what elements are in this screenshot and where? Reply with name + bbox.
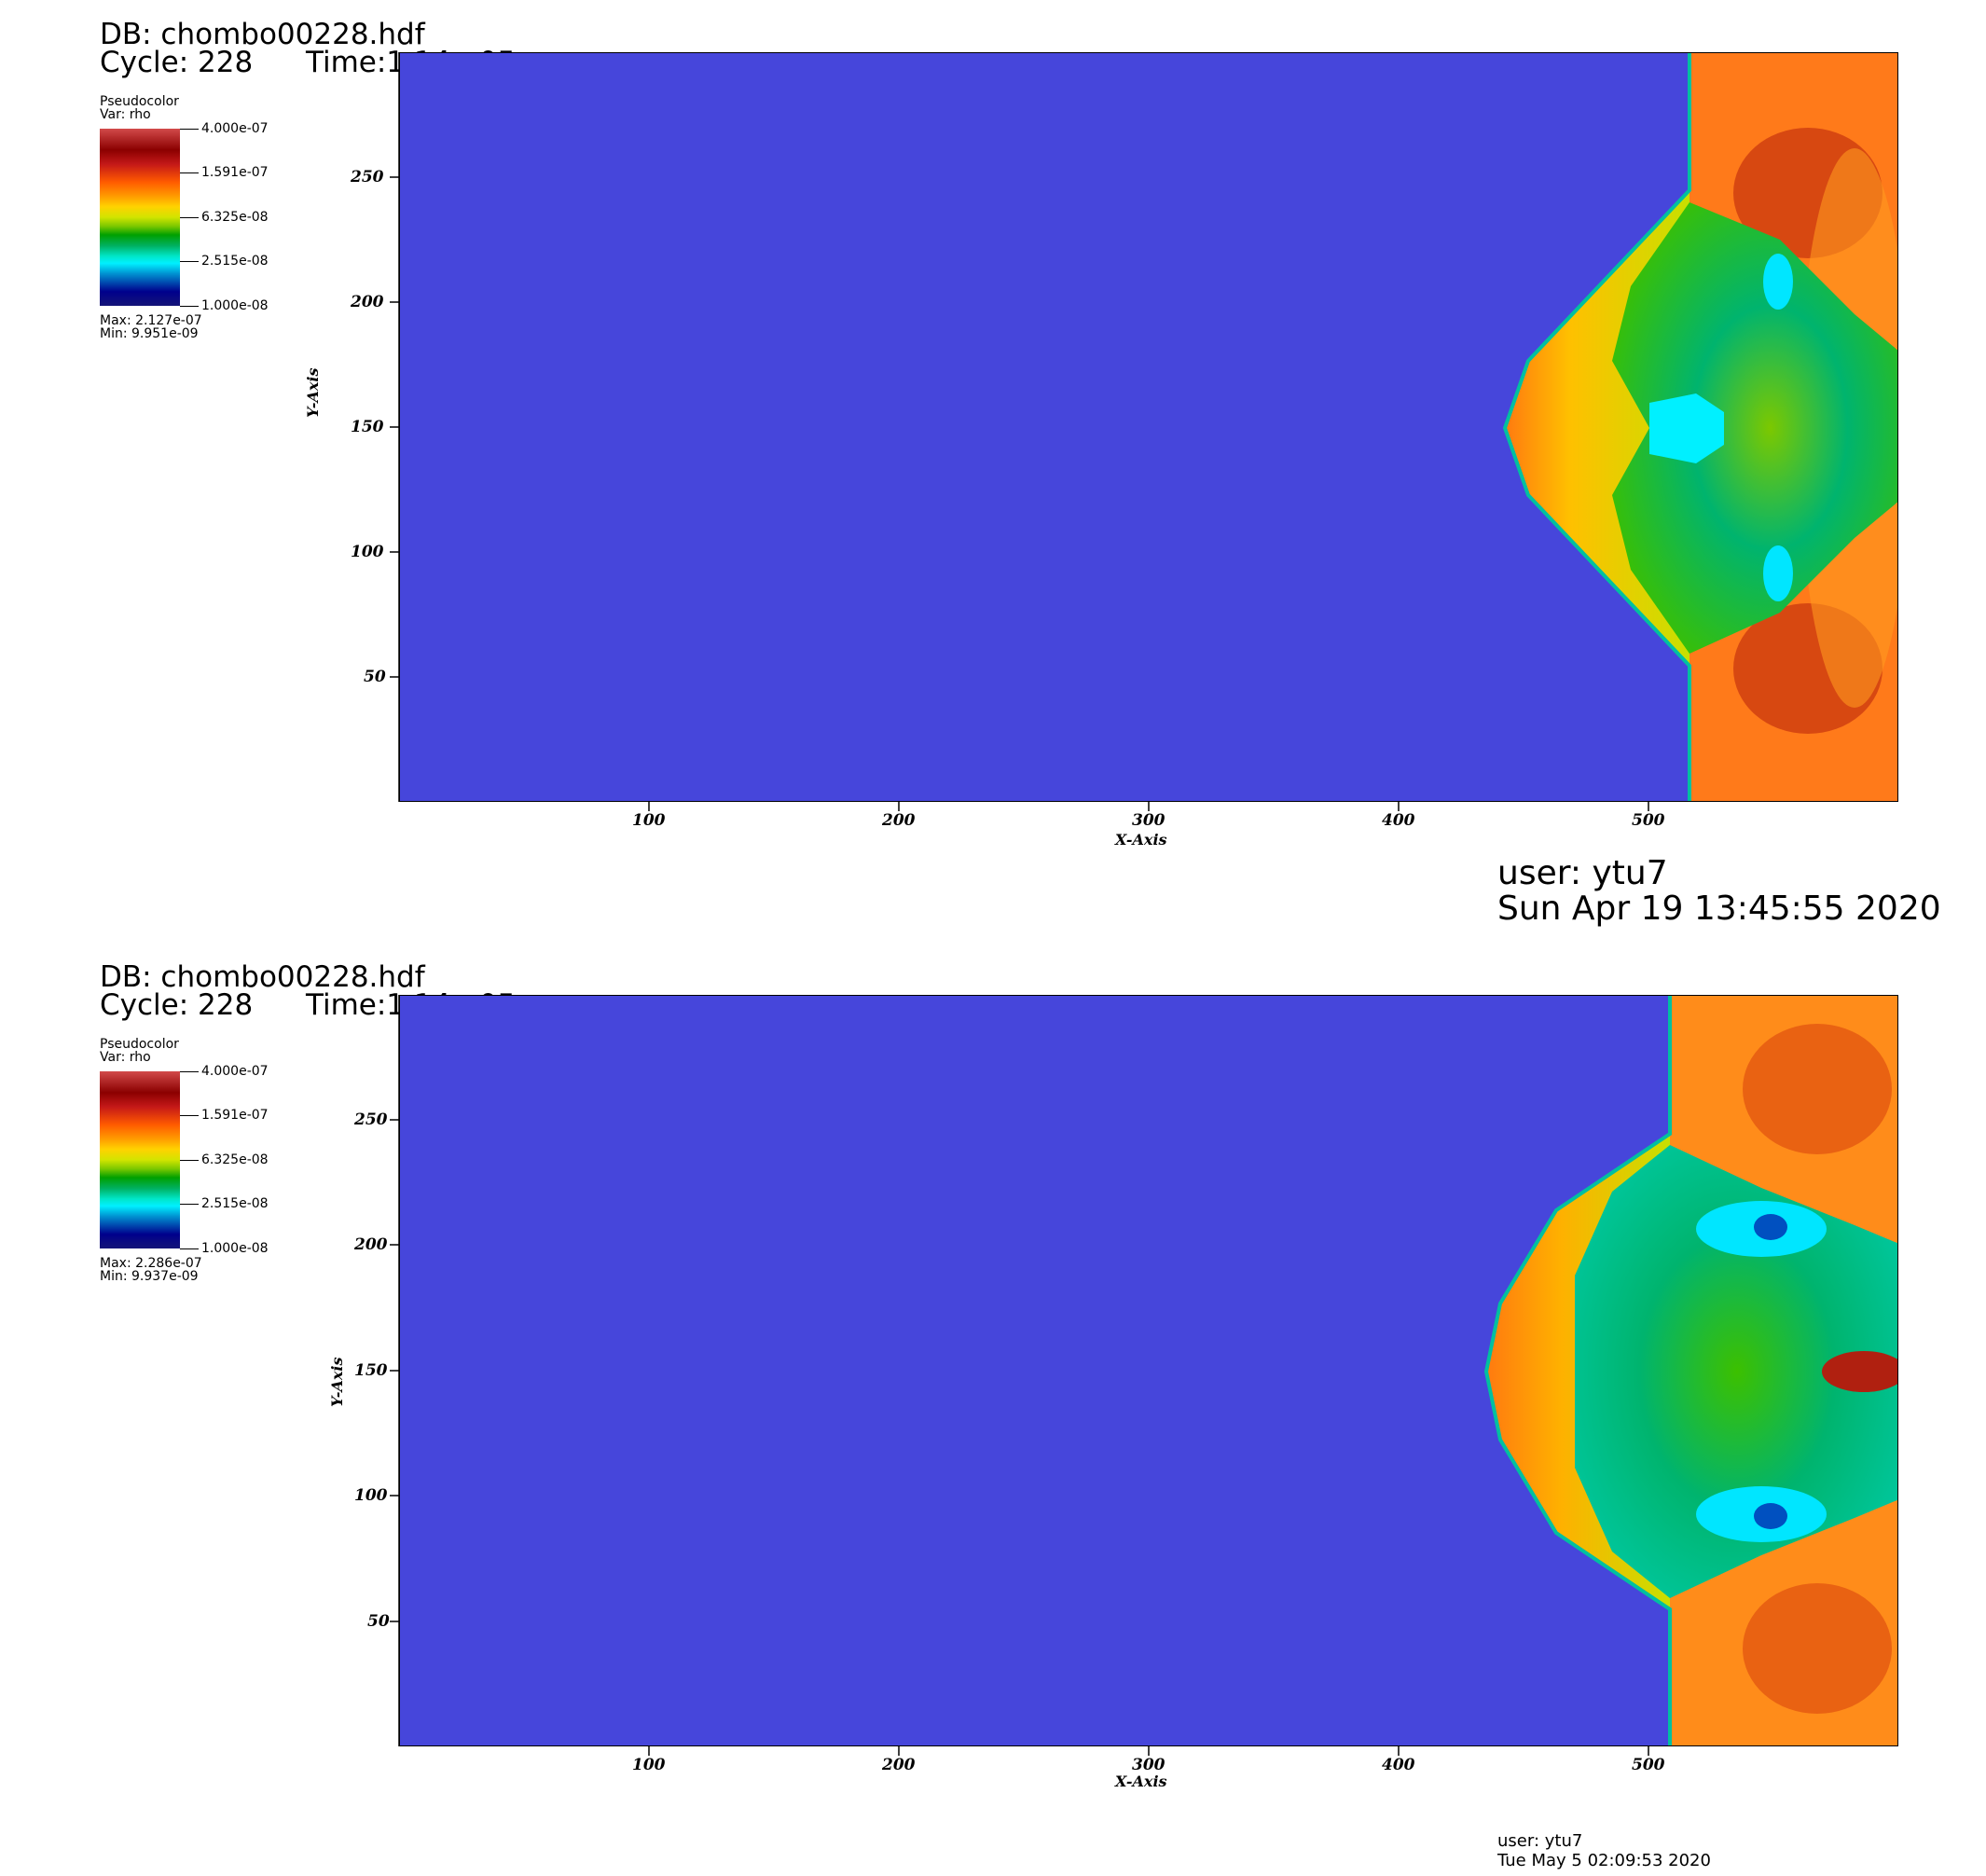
colorbar-label: 6.325e-08 [201, 1152, 269, 1167]
y-tick-label: 150 [351, 418, 384, 436]
legend-title: Pseudocolor [100, 94, 179, 109]
density-field [400, 996, 1897, 1745]
y-axis-title: Y-Axis [304, 367, 322, 419]
low-density-void [1763, 545, 1793, 601]
x-tick-label: 200 [882, 811, 916, 830]
low-density-void [1754, 1214, 1787, 1240]
colorbar [100, 129, 180, 306]
colorbar-label: 1.000e-08 [201, 1241, 269, 1256]
colorbar-tick [180, 217, 199, 218]
legend-max: Max: 2.286e-07 [100, 1256, 202, 1271]
density-field [400, 53, 1897, 801]
legend-title: Pseudocolor [100, 1037, 179, 1052]
low-density-void [1649, 393, 1724, 463]
colorbar-label: 4.000e-07 [201, 1064, 269, 1079]
colorbar-label: 1.000e-08 [201, 298, 269, 313]
colorbar-tick [180, 1160, 199, 1161]
legend-var: Var: rho [100, 1050, 151, 1065]
y-tick-label: 250 [354, 1110, 388, 1129]
x-tick-label: 200 [882, 1756, 916, 1774]
colorbar-label: 1.591e-07 [201, 165, 269, 180]
y-axis-title: Y-Axis [328, 1357, 346, 1408]
y-tick-label: 250 [351, 168, 384, 186]
x-tick-label: 400 [1382, 1756, 1415, 1774]
db-label: DB: chombo00228.hdf [100, 18, 425, 51]
shocked-inner-region [1575, 1145, 1897, 1598]
axes-1 [390, 52, 1649, 811]
x-tick-label: 100 [632, 1756, 666, 1774]
colorbar-label: 4.000e-07 [201, 121, 269, 136]
y-tick-label: 200 [351, 293, 384, 311]
legend-var: Var: rho [100, 107, 151, 122]
cycle-label: Cycle: 228 [100, 988, 254, 1022]
x-axis-title: X-Axis [1115, 831, 1167, 848]
colorbar-tick [180, 1204, 199, 1205]
user-label: user: ytu7 [1497, 1831, 1583, 1851]
x-tick-label: 100 [632, 811, 666, 830]
colorbar [100, 1071, 180, 1248]
y-tick-label: 150 [354, 1361, 388, 1380]
low-density-void [1754, 1503, 1787, 1529]
colorbar-tick [180, 1248, 199, 1249]
colorbar-tick [180, 261, 199, 262]
dense-clump [1822, 1351, 1897, 1392]
legend-min: Min: 9.937e-09 [100, 1269, 199, 1284]
shock-front [1483, 996, 1672, 1745]
panel-2: DB: chombo00228.hdf Cycle: 228 Time:1.14… [0, 944, 1986, 1876]
x-axis-title: X-Axis [1115, 1773, 1167, 1790]
x-tick-label: 400 [1382, 811, 1415, 830]
y-tick-label: 100 [351, 543, 384, 561]
x-tick-label: 500 [1632, 811, 1665, 830]
colorbar-label: 2.515e-08 [201, 254, 269, 269]
y-tick-label: 50 [367, 1612, 390, 1631]
y-tick-label: 100 [354, 1486, 388, 1505]
colorbar-label: 2.515e-08 [201, 1196, 269, 1211]
legend-max: Max: 2.127e-07 [100, 313, 202, 328]
cycle-label: Cycle: 228 [100, 46, 254, 79]
colorbar-label: 6.325e-08 [201, 210, 269, 225]
shocked-inner-region [1612, 202, 1897, 654]
y-tick-label: 200 [354, 1235, 388, 1254]
db-label: DB: chombo00228.hdf [100, 960, 425, 994]
panel-1: DB: chombo00228.hdf Cycle: 228 Time:1.14… [0, 0, 1986, 932]
dense-clump [1743, 1583, 1892, 1714]
legend-min: Min: 9.951e-09 [100, 326, 199, 341]
low-density-void [1763, 254, 1793, 310]
date-label: Tue May 5 02:09:53 2020 [1497, 1851, 1711, 1870]
axes-2 [390, 995, 1649, 1756]
x-tick-label: 300 [1132, 811, 1165, 830]
date-label: Sun Apr 19 13:45:55 2020 [1497, 890, 1941, 928]
plot-area [399, 52, 1898, 802]
colorbar-tick [180, 1115, 199, 1116]
y-tick-label: 50 [364, 668, 386, 686]
shock-front [1502, 53, 1691, 801]
colorbar-tick [180, 129, 199, 130]
plot-area [399, 995, 1898, 1746]
dense-clump [1743, 1024, 1892, 1154]
user-label: user: ytu7 [1497, 854, 1668, 892]
x-tick-label: 300 [1132, 1756, 1165, 1774]
colorbar-tick [180, 306, 199, 307]
x-tick-label: 500 [1632, 1756, 1665, 1774]
colorbar-tick [180, 1071, 199, 1072]
colorbar-tick [180, 172, 199, 173]
colorbar-label: 1.591e-07 [201, 1108, 269, 1123]
